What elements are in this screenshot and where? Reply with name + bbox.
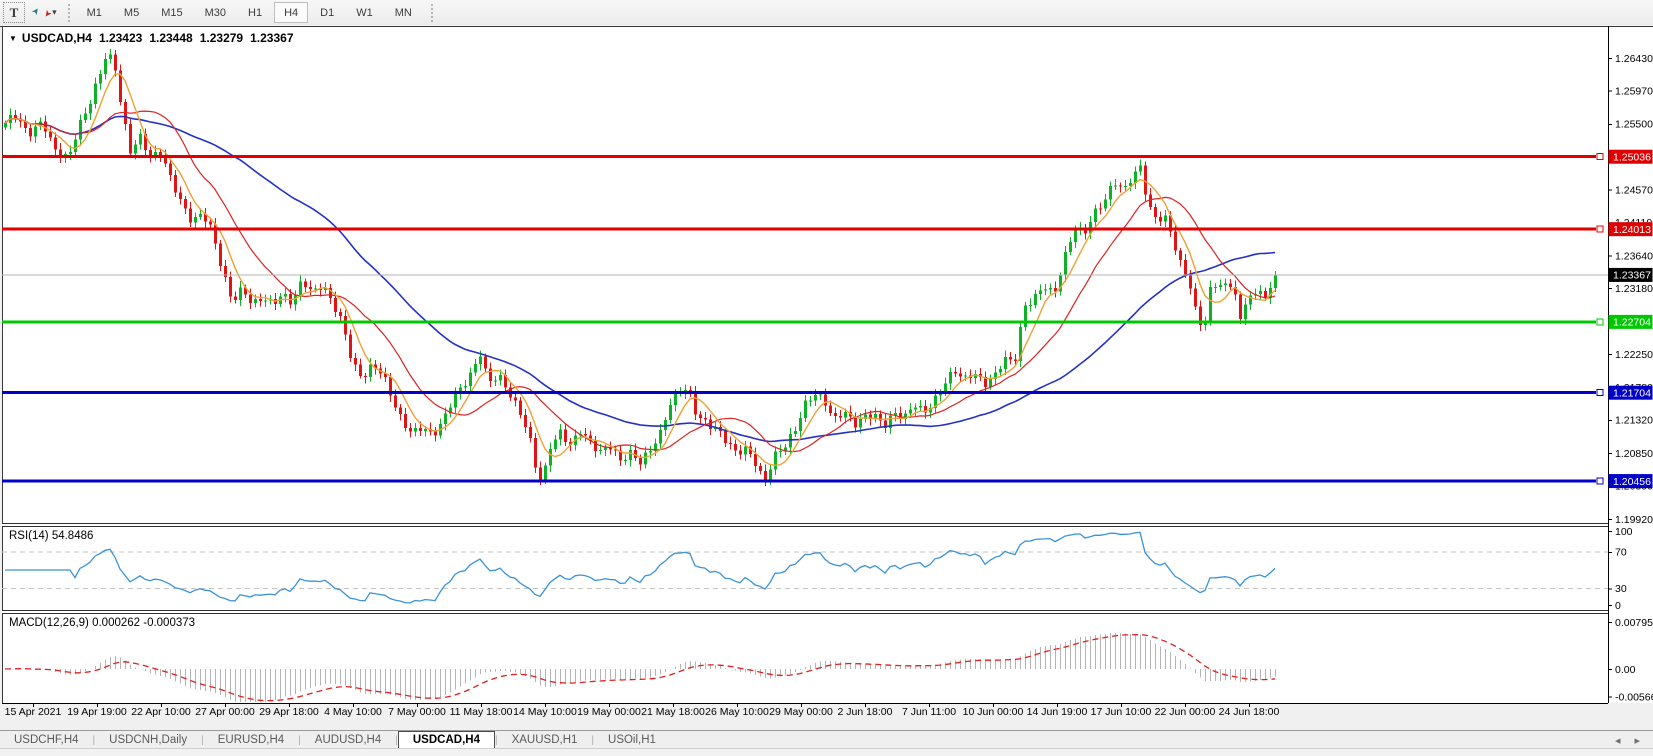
chart-symbol: USDCAD,H4 xyxy=(21,31,92,45)
timeframe-button-m15[interactable]: M15 xyxy=(161,6,183,19)
time-axis-label: 2 Jun 18:00 xyxy=(838,706,893,718)
time-axis-label: 24 Jun 18:00 xyxy=(1219,706,1280,718)
timeframe-buttons: M1 M5 M15 M30 H1 H4 D1 W1 MN xyxy=(76,2,423,23)
chart-tab-usdcnh-daily[interactable]: USDCNH,Daily xyxy=(109,734,188,746)
timeframe-button-h4[interactable]: H4 xyxy=(274,2,309,23)
timeframe-button-d1[interactable]: D1 xyxy=(320,6,335,19)
svg-text:1.19920: 1.19920 xyxy=(1615,514,1653,526)
chart-tab-xauusd-h1[interactable]: XAUUSD,H1 xyxy=(511,734,578,746)
time-axis-label: 19 Apr 19:00 xyxy=(67,706,127,718)
chart-tab-usoil-h1[interactable]: USOil,H1 xyxy=(608,734,656,746)
tab-divider: | xyxy=(494,734,498,746)
svg-text:-0.005663: -0.005663 xyxy=(1615,691,1653,703)
status-bar xyxy=(0,748,1653,756)
chart-tab-audusd-h4[interactable]: AUDUSD,H4 xyxy=(314,734,382,746)
tab-divider: | xyxy=(298,734,301,746)
chart-tab-bar: USDCHF,H4 | USDCNH,Daily | EURUSD,H4 | AUDUSD,… xyxy=(0,730,1653,749)
timeframe-button-m5[interactable]: M5 xyxy=(123,6,140,19)
time-axis-label: 21 May 18:00 xyxy=(641,706,705,718)
high-value: 1.23448 xyxy=(149,31,193,45)
open-value: 1.23423 xyxy=(98,31,143,45)
svg-text:1.23180: 1.23180 xyxy=(1615,283,1653,295)
tab-scroll-left-icon[interactable]: ◂ xyxy=(1614,734,1621,747)
svg-text:1.25500: 1.25500 xyxy=(1615,119,1653,131)
timeframe-button-m1[interactable]: M1 xyxy=(86,6,102,19)
macd-indicator-label: MACD(12,26,9) 0.000262 -0.000373 xyxy=(9,617,196,629)
svg-text:1.25970: 1.25970 xyxy=(1615,85,1653,97)
svg-text:30: 30 xyxy=(1615,583,1627,595)
macd-panel-resize-handle[interactable] xyxy=(2,610,1608,614)
chart-tab-usdchf-h4[interactable]: USDCHF,H4 xyxy=(14,734,79,746)
time-axis-label: 26 May 10:00 xyxy=(705,706,769,718)
svg-text:1.20456: 1.20456 xyxy=(1613,476,1651,488)
svg-text:1.22704: 1.22704 xyxy=(1613,317,1651,329)
svg-text:100: 100 xyxy=(1615,526,1633,538)
svg-text:0.00: 0.00 xyxy=(1615,664,1636,676)
low-value: 1.23279 xyxy=(199,31,244,45)
tab-divider: | xyxy=(201,734,204,746)
time-axis-label: 27 Apr 00:00 xyxy=(195,706,255,718)
svg-text:1.24013: 1.24013 xyxy=(1613,224,1651,236)
time-axis-label: 7 May 00:00 xyxy=(388,706,446,718)
svg-text:0: 0 xyxy=(1615,600,1621,612)
chevron-down-icon: ▾ xyxy=(52,7,57,17)
time-axis-label: 29 May 00:00 xyxy=(769,706,833,718)
svg-text:1.20850: 1.20850 xyxy=(1615,448,1653,460)
rsi-indicator-label: RSI(14) 54.8486 xyxy=(9,530,94,542)
chart-tabs: USDCHF,H4 | USDCNH,Daily | EURUSD,H4 | AUDUSD,… xyxy=(0,731,670,749)
chart-collapse-icon[interactable]: ▼ xyxy=(9,34,17,43)
top-toolbar: T ➤ ➤ ▾ M1 M5 M15 M30 H1 H4 D1 W1 MN xyxy=(0,0,1653,25)
svg-text:1.24570: 1.24570 xyxy=(1615,185,1653,197)
svg-text:1.21704: 1.21704 xyxy=(1613,387,1651,399)
svg-text:1.23367: 1.23367 xyxy=(1613,270,1651,282)
svg-text:1.21320: 1.21320 xyxy=(1615,415,1653,427)
tab-scroll-right-icon[interactable]: ▸ xyxy=(1634,734,1640,747)
svg-text:1.23640: 1.23640 xyxy=(1615,250,1653,262)
time-axis-label: 19 May 00:00 xyxy=(577,706,641,718)
timeframe-button-mn[interactable]: MN xyxy=(394,6,412,19)
close-value: 1.23367 xyxy=(250,31,294,45)
time-axis-label: 4 May 10:00 xyxy=(324,706,382,718)
timeframe-button-m30[interactable]: M30 xyxy=(204,6,226,19)
time-axis-label: 22 Jun 00:00 xyxy=(1155,706,1216,718)
chart-tab-eurusd-h4[interactable]: EURUSD,H4 xyxy=(217,734,285,746)
svg-text:1.22250: 1.22250 xyxy=(1615,349,1653,361)
svg-text:0.007959: 0.007959 xyxy=(1615,617,1653,629)
chart-title: ▼ USDCAD,H4 1.23423 1.23448 1.23279 1.23367 xyxy=(9,31,294,45)
arrows-tool-button[interactable]: ➤ ➤ ▾ xyxy=(29,2,60,23)
toolbar-grip xyxy=(67,3,70,22)
tab-scroll-arrows: ◂ ▸ xyxy=(1608,731,1653,749)
tab-divider: | xyxy=(395,734,398,746)
tab-divider: | xyxy=(591,734,595,746)
chart-tab-usdcad-h4[interactable]: USDCAD,H4 xyxy=(397,731,495,749)
time-axis-label: 22 Apr 10:00 xyxy=(131,706,191,718)
tab-divider: | xyxy=(92,734,96,746)
time-axis-label: 11 May 18:00 xyxy=(450,706,513,718)
svg-text:1.25036: 1.25036 xyxy=(1613,152,1651,164)
text-tool-button[interactable]: T xyxy=(3,2,25,23)
time-axis-label: 29 Apr 18:00 xyxy=(259,706,319,718)
toolbar-grip-end xyxy=(430,3,433,22)
time-axis-label: 15 Apr 2021 xyxy=(5,706,62,718)
time-axis-label: 10 Jun 00:00 xyxy=(963,706,1024,718)
time-axis-label: 14 Jun 19:00 xyxy=(1027,706,1088,718)
timeframe-button-h1[interactable]: H1 xyxy=(248,6,263,19)
rsi-panel-resize-handle[interactable] xyxy=(2,523,1608,527)
time-axis-label: 14 May 10:00 xyxy=(513,706,577,718)
time-axis-label: 17 Jun 10:00 xyxy=(1091,706,1152,718)
timeframe-button-w1[interactable]: W1 xyxy=(356,6,373,19)
svg-text:70: 70 xyxy=(1615,547,1627,559)
svg-text:1.26430: 1.26430 xyxy=(1615,53,1653,65)
time-axis-label: 7 Jun 11:00 xyxy=(902,706,956,718)
